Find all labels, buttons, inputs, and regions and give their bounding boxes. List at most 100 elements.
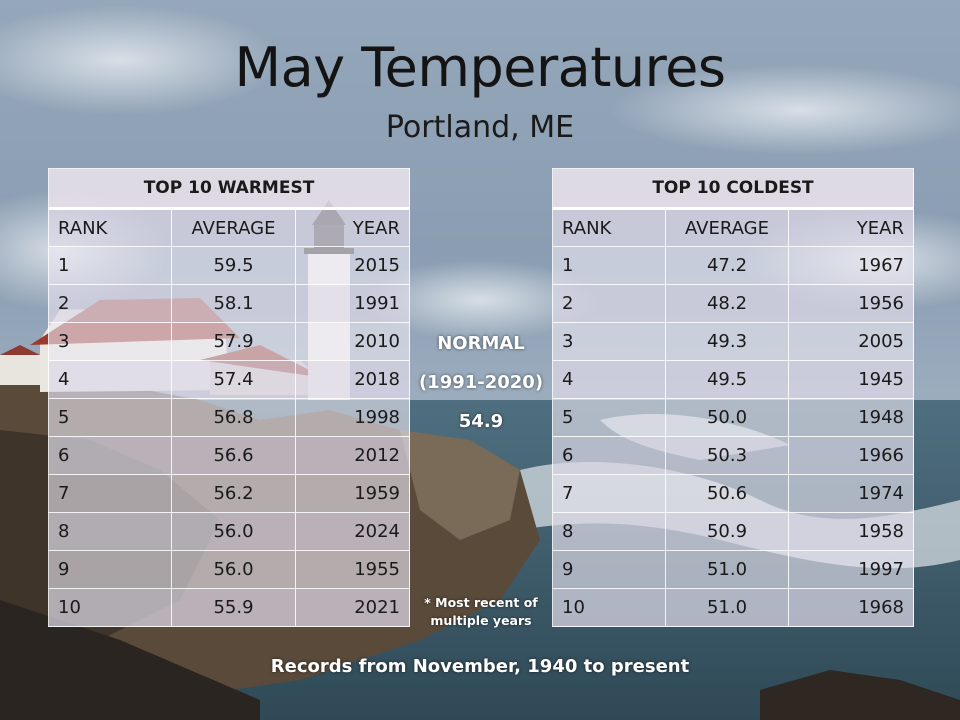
table-row: 1 47.2 1967	[552, 246, 914, 285]
average-cell: 50.9	[665, 512, 789, 551]
table-row: 10 55.9 2021	[48, 588, 410, 627]
column-header-year: YEAR	[295, 208, 410, 247]
table-row: 3 57.9 2010	[48, 322, 410, 361]
year-cell: 2015	[295, 246, 410, 285]
rank-cell: 10	[48, 588, 172, 627]
rank-cell: 8	[48, 512, 172, 551]
column-header-rank: RANK	[552, 208, 666, 247]
page-subtitle: Portland, ME	[385, 110, 575, 145]
rank-cell: 1	[48, 246, 172, 285]
rank-cell: 5	[48, 398, 172, 437]
table-row: 5 56.8 1998	[48, 398, 410, 437]
average-cell: 56.0	[171, 550, 296, 589]
table-row: 6 50.3 1966	[552, 436, 914, 475]
average-cell: 59.5	[171, 246, 296, 285]
rank-cell: 4	[552, 360, 666, 399]
year-cell: 1967	[788, 246, 914, 285]
rank-cell: 10	[552, 588, 666, 627]
rank-cell: 4	[48, 360, 172, 399]
year-cell: 2010	[295, 322, 410, 361]
rank-cell: 6	[552, 436, 666, 475]
records-note: Records from November, 1940 to present	[270, 656, 690, 677]
coldest-column-header-row: RANK AVERAGE YEAR	[552, 208, 914, 247]
average-cell: 57.9	[171, 322, 296, 361]
year-cell: 1991	[295, 284, 410, 323]
table-row: 4 57.4 2018	[48, 360, 410, 399]
normal-label: NORMAL	[437, 333, 525, 354]
table-row: 7 50.6 1974	[552, 474, 914, 513]
year-cell: 1945	[788, 360, 914, 399]
footnote: * Most recent of multiple years	[424, 595, 538, 628]
column-header-average: AVERAGE	[665, 208, 789, 247]
year-cell: 1955	[295, 550, 410, 589]
year-cell: 2021	[295, 588, 410, 627]
table-row: 9 51.0 1997	[552, 550, 914, 589]
rank-cell: 2	[552, 284, 666, 323]
average-cell: 50.3	[665, 436, 789, 475]
year-cell: 2012	[295, 436, 410, 475]
warmest-column-header-row: RANK AVERAGE YEAR	[48, 208, 410, 247]
average-cell: 47.2	[665, 246, 789, 285]
average-cell: 55.9	[171, 588, 296, 627]
page-title: May Temperatures	[234, 36, 727, 99]
average-cell: 49.3	[665, 322, 789, 361]
rank-cell: 9	[48, 550, 172, 589]
column-header-average: AVERAGE	[171, 208, 296, 247]
rank-cell: 6	[48, 436, 172, 475]
table-row: 7 56.2 1959	[48, 474, 410, 513]
average-cell: 56.0	[171, 512, 296, 551]
table-row: 8 50.9 1958	[552, 512, 914, 551]
year-cell: 2005	[788, 322, 914, 361]
rank-cell: 7	[552, 474, 666, 513]
average-cell: 58.1	[171, 284, 296, 323]
table-row: 2 48.2 1956	[552, 284, 914, 323]
year-cell: 1959	[295, 474, 410, 513]
warmest-body: RANK AVERAGE YEAR 1 59.5 2015 2 58.1 1991 3 57.9 20…	[48, 208, 410, 627]
year-cell: 1974	[788, 474, 914, 513]
average-cell: 50.0	[665, 398, 789, 437]
table-row: 2 58.1 1991	[48, 284, 410, 323]
table-row: 1 59.5 2015	[48, 246, 410, 285]
rank-cell: 3	[48, 322, 172, 361]
table-row: 10 51.0 1968	[552, 588, 914, 627]
average-cell: 56.6	[171, 436, 296, 475]
year-cell: 1968	[788, 588, 914, 627]
year-cell: 1958	[788, 512, 914, 551]
table-row: 9 56.0 1955	[48, 550, 410, 589]
normal-period: (1991-2020)	[418, 372, 544, 393]
average-cell: 49.5	[665, 360, 789, 399]
year-cell: 1998	[295, 398, 410, 437]
table-row: 4 49.5 1945	[552, 360, 914, 399]
year-cell: 2024	[295, 512, 410, 551]
rank-cell: 1	[552, 246, 666, 285]
coldest-heading: TOP 10 COLDEST	[552, 168, 914, 210]
rank-cell: 2	[48, 284, 172, 323]
year-cell: 1966	[788, 436, 914, 475]
average-cell: 48.2	[665, 284, 789, 323]
table-row: 8 56.0 2024	[48, 512, 410, 551]
column-header-rank: RANK	[48, 208, 172, 247]
average-cell: 51.0	[665, 588, 789, 627]
coldest-body: RANK AVERAGE YEAR 1 47.2 1967 2 48.2 1956 3 49.3 20…	[552, 208, 914, 627]
average-cell: 50.6	[665, 474, 789, 513]
rank-cell: 3	[552, 322, 666, 361]
rank-cell: 8	[552, 512, 666, 551]
normal-value: 54.9	[458, 411, 504, 432]
warmest-table: TOP 10 WARMEST RANK AVERAGE YEAR 1 59.5 2015 2…	[48, 168, 410, 627]
rank-cell: 7	[48, 474, 172, 513]
rank-cell: 9	[552, 550, 666, 589]
average-cell: 57.4	[171, 360, 296, 399]
year-cell: 2018	[295, 360, 410, 399]
average-cell: 56.2	[171, 474, 296, 513]
table-row: 3 49.3 2005	[552, 322, 914, 361]
year-cell: 1997	[788, 550, 914, 589]
average-cell: 51.0	[665, 550, 789, 589]
coldest-table: TOP 10 COLDEST RANK AVERAGE YEAR 1 47.2 1967 2…	[552, 168, 914, 627]
rank-cell: 5	[552, 398, 666, 437]
year-cell: 1956	[788, 284, 914, 323]
warmest-heading: TOP 10 WARMEST	[48, 168, 410, 210]
average-cell: 56.8	[171, 398, 296, 437]
table-row: 5 50.0 1948	[552, 398, 914, 437]
column-header-year: YEAR	[788, 208, 914, 247]
table-row: 6 56.6 2012	[48, 436, 410, 475]
